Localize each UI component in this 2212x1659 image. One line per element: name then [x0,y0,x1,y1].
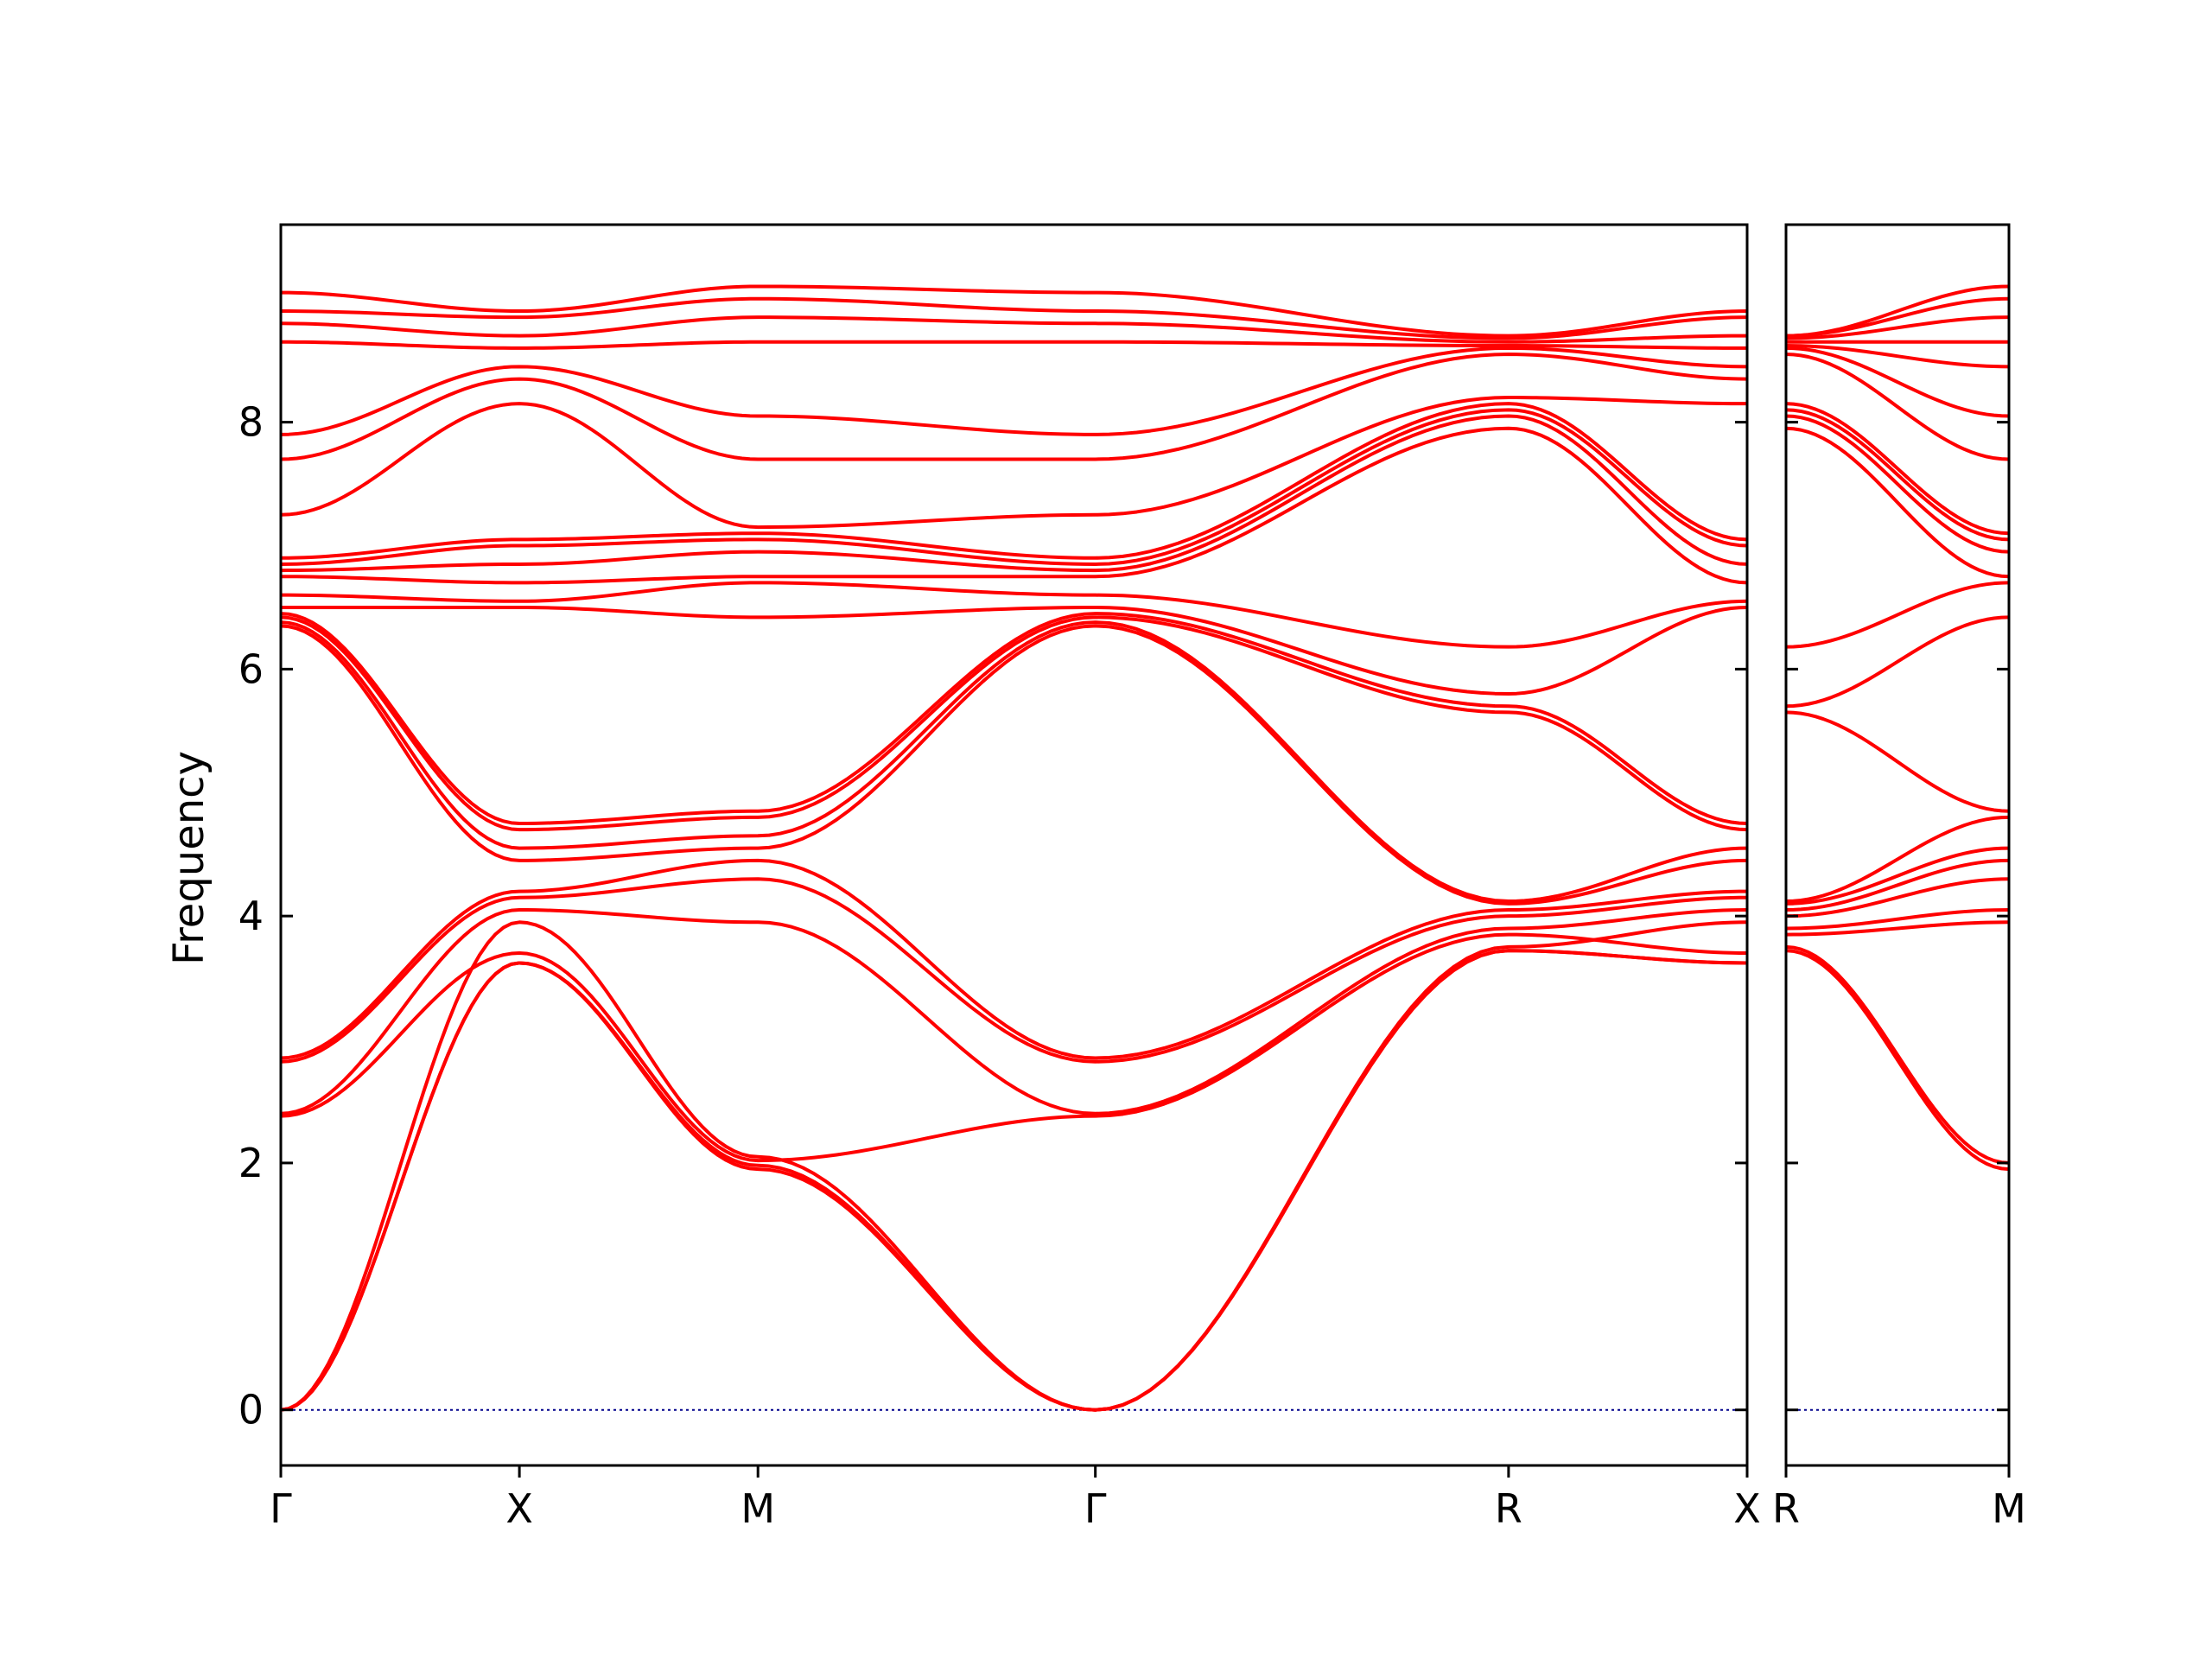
band-line [281,605,1748,696]
x-tick-label: Γ [270,1485,292,1532]
band-line [280,949,1748,1412]
x-tick-label: R [1495,1485,1522,1532]
band-line [1785,408,2010,542]
band-line [1785,944,2010,1165]
band-line [1785,426,2010,579]
band-line [1785,344,2010,369]
band-line [1785,858,2010,912]
band-line [280,858,1748,1060]
x-tick-label: M [741,1485,775,1532]
x-tick-label: R [1772,1485,1800,1532]
band-line [280,353,1748,461]
y-tick-label: 0 [238,1387,264,1433]
y-tick-label: 8 [238,399,264,446]
x-tick-label: X [505,1485,533,1532]
band-line [1785,815,2010,904]
band-line [1785,315,2010,340]
x-tick-label: X [1733,1485,1761,1532]
band-line [1785,877,2010,918]
band-line [1785,908,2010,931]
band-line [1785,846,2010,906]
band-line [280,620,1748,904]
band-line [1785,346,2010,418]
y-tick-label: 4 [238,893,264,939]
band-line [280,581,1748,649]
band-line [280,949,1748,1412]
x-tick-label: M [1992,1485,2026,1532]
band-line [280,414,1748,573]
plot-frame [1784,223,2011,1467]
band-line [280,877,1748,1064]
left-panel: 0 2 4 6 8 Γ X M Γ R X [238,223,1761,1532]
band-line [280,296,1748,340]
band-line [280,624,1748,906]
band-line [280,615,1748,832]
x-tick-label: Γ [1084,1485,1107,1532]
band-line [1785,615,2010,709]
band-line [280,340,1748,350]
band-line [280,315,1748,344]
y-tick-label: 2 [238,1140,264,1186]
band-line [1785,402,2010,536]
band-line [1785,581,2010,649]
y-tick-label: 6 [238,645,264,692]
band-line [280,346,1748,436]
y-axis-label: Frequency [165,751,213,965]
band-line [280,284,1748,338]
band-line [280,920,1748,1412]
band-line [1785,920,2010,937]
band-line [1785,414,2010,554]
band-line [280,408,1748,566]
band-line [280,426,1748,585]
plot-frame [279,223,1749,1467]
band-line [1785,949,2010,1172]
band-line [1785,710,2010,813]
band-line [280,612,1748,825]
band-line [280,932,1748,1163]
band-line [280,402,1748,560]
band-line [280,908,1748,1116]
band-line [1785,353,2010,461]
band-line [280,396,1748,530]
band-line [1785,284,2010,338]
